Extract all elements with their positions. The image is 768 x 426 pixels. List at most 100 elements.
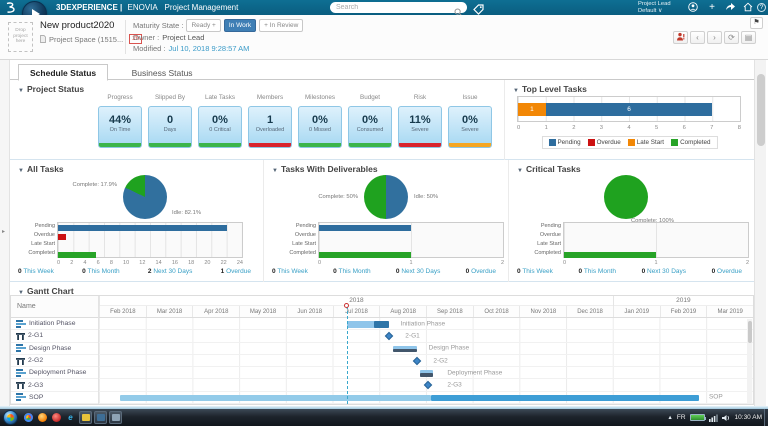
milestone-diamond[interactable] <box>424 380 433 390</box>
3ds-logo[interactable] <box>4 1 17 19</box>
search-input[interactable] <box>330 2 467 13</box>
taskbar-clock[interactable]: 10:30 AM <box>734 414 762 421</box>
taskbar-app-icon[interactable] <box>50 411 63 424</box>
link-next-30-days[interactable]: 2 Next 30 Days <box>147 268 193 275</box>
link-this-month[interactable]: 0 This Month <box>333 268 371 275</box>
card-body[interactable]: 44% On Time <box>98 106 142 148</box>
link-overdue[interactable]: 0 Overdue <box>711 268 742 275</box>
gantt-row-name-design[interactable]: Design Phase <box>11 343 98 355</box>
user-icon[interactable] <box>687 2 699 13</box>
taskbar-app-icon[interactable]: e <box>68 413 73 422</box>
taskbar-open-app[interactable] <box>94 411 107 424</box>
card-sub: 0 Critical <box>209 127 231 133</box>
link-this-week[interactable]: 0 This Week <box>18 268 54 275</box>
link-this-week[interactable]: 0 This Week <box>272 268 308 275</box>
bar-overdue[interactable] <box>58 234 66 240</box>
milestone-diamond[interactable] <box>384 331 393 341</box>
drop-project-zone[interactable]: Drop project here <box>8 22 33 52</box>
vertical-scrollbar[interactable] <box>754 60 766 406</box>
expand-panel-icon[interactable]: ▸ <box>2 229 6 235</box>
user-role-switcher[interactable]: Project Lead Default ∨ <box>638 1 671 14</box>
bar-completed[interactable] <box>319 252 411 258</box>
year-2018: 2018 <box>99 296 613 306</box>
bar-segment-late-start[interactable]: 1 <box>518 103 546 116</box>
collapse-icon[interactable]: ▼ <box>18 290 24 296</box>
critical-tasks-pie[interactable] <box>604 175 648 219</box>
gantt-row-name-sop[interactable]: SOP <box>11 392 98 405</box>
show-desktop-button[interactable] <box>764 409 768 426</box>
card-body[interactable]: 0% 0 Critical <box>198 106 242 148</box>
chevron-left-icon[interactable]: ‹ <box>690 31 705 44</box>
link-next-30-days[interactable]: 0 Next 30 Days <box>395 268 441 275</box>
bar-pending[interactable] <box>319 225 411 231</box>
gantt-row-name-initiation[interactable]: Initiation Phase <box>11 318 98 331</box>
gantt-bar-segment[interactable] <box>120 394 431 402</box>
milestone-diamond[interactable] <box>412 356 421 365</box>
scrollbar-thumb[interactable] <box>747 321 752 343</box>
collapse-icon[interactable]: ▼ <box>513 88 519 94</box>
tab-schedule-status[interactable]: Schedule Status <box>18 64 109 81</box>
gantt-row-name-deployment[interactable]: Deployment Phase <box>11 367 98 380</box>
network-icon[interactable] <box>708 414 718 422</box>
taskbar-open-app[interactable] <box>109 411 122 424</box>
bar-completed[interactable] <box>58 252 97 258</box>
card-body[interactable]: 0% Consumed <box>348 106 392 148</box>
pie-label-complete: Complete: 100% <box>631 218 674 224</box>
gantt-row-name-2g1[interactable]: 2-G1 <box>11 330 98 343</box>
bar-segment-pending[interactable]: 6 <box>545 103 713 116</box>
share-icon[interactable] <box>724 2 736 13</box>
legend-overdue: Overdue <box>587 139 621 146</box>
maturity-next-button[interactable]: + In Review <box>259 19 304 32</box>
volume-icon[interactable] <box>721 414 731 422</box>
gantt-row-name-2g2[interactable]: 2-G2 <box>11 355 98 368</box>
panel-options-icon[interactable]: ▤ <box>741 31 756 44</box>
start-button[interactable] <box>3 410 18 425</box>
link-overdue[interactable]: 1 Overdue <box>220 268 251 275</box>
scrollbar-thumb[interactable] <box>757 74 765 146</box>
collapse-icon[interactable]: ▼ <box>18 88 24 94</box>
maturity-prev-button[interactable]: Ready + <box>186 19 221 32</box>
refresh-icon[interactable]: ⟳ <box>724 31 739 44</box>
home-icon[interactable] <box>742 2 754 13</box>
taskbar-app-icon[interactable] <box>36 411 49 424</box>
alert-person-icon[interactable] <box>673 31 688 44</box>
card-body[interactable]: 0% Severe <box>448 106 492 148</box>
help-icon[interactable]: ? <box>757 3 766 12</box>
tray-expand-icon[interactable]: ▲ <box>667 414 673 421</box>
link-this-month[interactable]: 0 This Month <box>578 268 616 275</box>
tab-business-status[interactable]: Business Status <box>131 68 193 78</box>
gantt-bar-segment[interactable] <box>430 394 700 402</box>
gantt-row-name-2g3[interactable]: 2-G3 <box>11 379 98 392</box>
gantt-bar-segment[interactable] <box>373 321 389 328</box>
card-body[interactable]: 11% Severe <box>398 106 442 148</box>
card-body[interactable]: 1 Overloaded <box>248 106 292 148</box>
flag-icon[interactable]: ⚑ <box>750 17 763 29</box>
gantt-bar-segment[interactable] <box>420 373 433 377</box>
collapse-icon[interactable]: ▼ <box>18 168 24 174</box>
collapse-icon[interactable]: ▼ <box>272 168 278 174</box>
taskbar-open-app[interactable] <box>79 411 92 424</box>
card-body[interactable]: 0 Days <box>148 106 192 148</box>
link-next-30-days[interactable]: 0 Next 30 Days <box>641 268 687 275</box>
collapse-icon[interactable]: ▼ <box>517 168 523 174</box>
link-this-week[interactable]: 0 This Week <box>517 268 553 275</box>
gantt-bar-segment[interactable] <box>346 321 389 328</box>
link-overdue[interactable]: 0 Overdue <box>465 268 496 275</box>
language-indicator[interactable]: FR <box>676 414 686 421</box>
all-tasks-pie[interactable] <box>123 175 167 219</box>
taskbar-app-icon[interactable] <box>22 411 35 424</box>
duration-badge[interactable]: 2h <box>129 34 143 44</box>
battery-indicator[interactable] <box>689 414 706 421</box>
project-space-label[interactable]: Project Space (1515... <box>49 34 124 44</box>
tag-icon[interactable] <box>473 2 485 15</box>
gantt-bar-segment[interactable] <box>393 348 417 352</box>
maturity-current-button[interactable]: In Work <box>223 19 257 32</box>
link-this-month[interactable]: 0 This Month <box>82 268 120 275</box>
bar-completed[interactable] <box>564 252 656 258</box>
add-icon[interactable]: + <box>709 2 715 13</box>
card-body[interactable]: 0% 0 Missed <box>298 106 342 148</box>
chevron-right-icon[interactable]: › <box>707 31 722 44</box>
deliverables-pie[interactable] <box>364 175 408 219</box>
gantt-scrollbar[interactable] <box>747 319 752 403</box>
bar-pending[interactable] <box>58 225 227 231</box>
